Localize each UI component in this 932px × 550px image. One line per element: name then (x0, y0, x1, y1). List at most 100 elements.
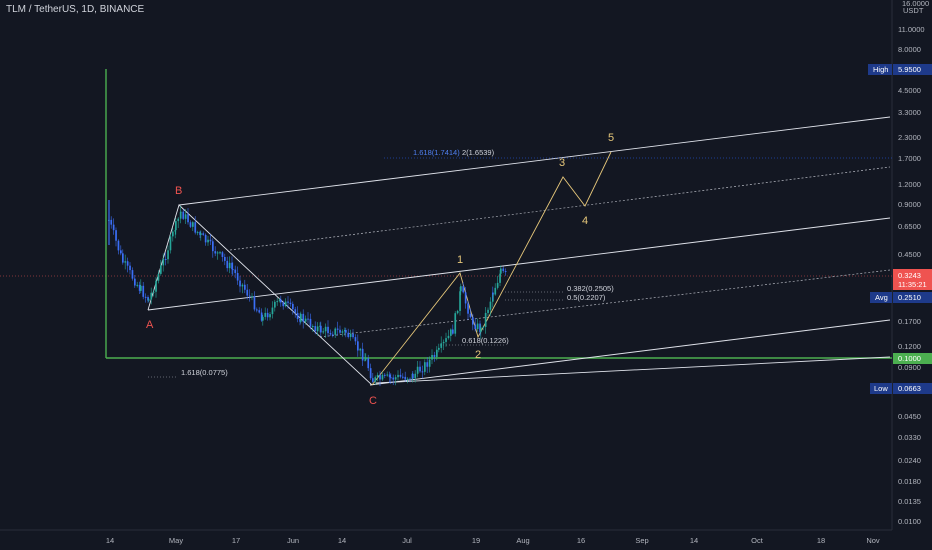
candle (246, 289, 249, 296)
candle (144, 296, 147, 298)
candle (266, 312, 269, 318)
candle (484, 312, 487, 327)
candle (445, 338, 447, 342)
candle (426, 362, 429, 367)
candle (209, 239, 212, 242)
candle (134, 278, 136, 286)
candle (476, 323, 479, 330)
price-tick-label: 0.0900 (898, 363, 921, 372)
candle (182, 211, 185, 219)
fib-0618-label: 0.618(0.1226) (462, 336, 509, 345)
last-price-tag: 0.3243 11:35:21 (893, 269, 932, 290)
candle (307, 318, 309, 320)
channel-line-upper-dotted[interactable] (229, 166, 891, 251)
price-tick-label: 0.0330 (898, 433, 921, 442)
candle (460, 286, 462, 292)
candle (187, 214, 189, 223)
candle (469, 313, 472, 318)
candle (424, 362, 426, 372)
candle (174, 230, 177, 232)
candle (142, 285, 145, 297)
candle (367, 358, 370, 369)
candle (379, 375, 381, 380)
candle (304, 318, 307, 322)
candle (260, 312, 263, 321)
candle (347, 332, 350, 337)
candle (312, 326, 314, 328)
price-tick-label: 0.0450 (898, 412, 921, 421)
candle (175, 221, 177, 231)
candle (480, 327, 482, 333)
high-tag: High 5.9500 (868, 64, 932, 75)
high-tag-value: 5.9500 (898, 65, 921, 74)
axis-top-label: 16.0000 (902, 0, 929, 8)
candle (349, 333, 352, 337)
channel-line-mid[interactable] (147, 217, 891, 311)
candle (300, 313, 302, 322)
candle (160, 265, 162, 274)
candle (204, 234, 207, 243)
candle (431, 354, 433, 360)
time-tick-label: May (169, 536, 183, 545)
candle (155, 280, 157, 292)
candle (404, 376, 407, 380)
candle (120, 250, 122, 254)
time-tick-label: Jun (287, 536, 299, 545)
candle (489, 301, 492, 310)
candle (462, 286, 465, 293)
candle (228, 262, 231, 269)
candle (314, 326, 317, 332)
wave-label-3: 3 (559, 157, 565, 169)
candle (474, 324, 477, 330)
low-tag: Low 0.0663 (870, 383, 932, 394)
price-tick-label: 0.6500 (898, 222, 921, 231)
candle (336, 328, 339, 330)
time-tick-label: Jul (402, 536, 412, 545)
candle (232, 269, 234, 271)
last-price-value: 0.3243 (898, 271, 921, 280)
price-tick-label: 0.1200 (898, 342, 921, 351)
candle (192, 222, 194, 227)
candle (287, 301, 289, 303)
avg-tag-value: 0.2510 (898, 293, 921, 302)
candle (200, 233, 202, 235)
candle (504, 271, 507, 273)
price-tick-label: 8.0000 (898, 45, 921, 54)
candle (278, 299, 281, 302)
wave-label-a: A (146, 319, 154, 331)
level-tag-value: 0.1000 (898, 354, 921, 363)
candle (234, 269, 237, 273)
low-tag-value: 0.0663 (898, 384, 921, 393)
candle (316, 326, 319, 332)
candle (148, 299, 150, 301)
candle (150, 292, 153, 300)
candle (294, 309, 297, 313)
candle (406, 378, 409, 380)
candle (251, 296, 253, 298)
candle (492, 292, 494, 295)
candle (112, 224, 115, 231)
high-tag-label: High (873, 65, 888, 74)
candle (221, 252, 224, 257)
candle (164, 258, 167, 260)
channel-line-bottom-1[interactable] (369, 319, 891, 386)
candle (414, 373, 417, 379)
channel-line-bottom-2[interactable] (375, 356, 891, 384)
candle (274, 301, 276, 308)
channel-line-top[interactable] (178, 116, 891, 206)
wave-path[interactable] (371, 151, 612, 386)
time-tick-label: Sep (635, 536, 648, 545)
avg-tag-label: Avg (875, 293, 888, 302)
candle (361, 348, 364, 361)
candle (244, 284, 246, 290)
candle (487, 309, 489, 313)
candle (419, 366, 421, 372)
price-tick-label: 11.0000 (898, 25, 925, 34)
candle (236, 272, 239, 281)
candle (177, 218, 180, 222)
candle (147, 297, 149, 301)
candle (452, 329, 454, 334)
candle (157, 273, 160, 281)
candle (180, 211, 182, 213)
